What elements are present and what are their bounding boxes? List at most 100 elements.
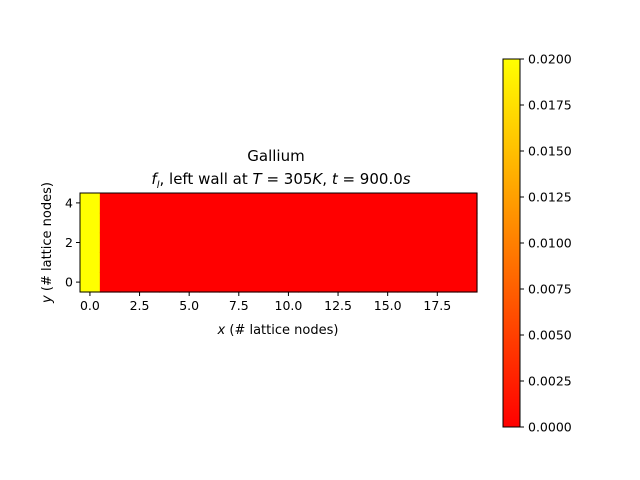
heatmap-cell: [278, 252, 299, 273]
x-tick-label: 12.5: [324, 298, 352, 313]
heatmap-cell: [318, 212, 339, 234]
heatmap-cell: [397, 252, 419, 273]
heatmap-cell: [238, 272, 260, 293]
heatmap-cell: [457, 272, 478, 293]
heatmap-cell: [80, 212, 101, 234]
heatmap-cell: [218, 232, 240, 253]
heatmap-cells: [80, 193, 478, 293]
heatmap-cell: [199, 272, 220, 293]
heatmap-cell: [417, 193, 438, 214]
heatmap-cell: [139, 252, 160, 273]
colorbar-ticks: 0.0000 0.0025 0.0050 0.0075 0.0100 0.0125 0.01…: [520, 52, 572, 435]
colorbar-tick-label: 0.0100: [528, 236, 572, 251]
heatmap-cell: [218, 193, 240, 214]
heatmap-cell: [99, 232, 121, 253]
y-tick-label: 4: [65, 195, 73, 210]
x-tick-label: 0.0: [80, 298, 100, 313]
heatmap-cell: [258, 232, 280, 253]
heatmap-cell: [318, 272, 339, 293]
heatmap-cell: [139, 232, 160, 253]
heatmap-cell: [417, 212, 438, 234]
heatmap-cell: [238, 252, 260, 273]
heatmap-cell: [298, 252, 319, 273]
heatmap-cell: [99, 252, 121, 273]
heatmap-cell: [80, 193, 101, 214]
heatmap-cell: [278, 272, 299, 293]
heatmap-cell: [298, 272, 319, 293]
x-axis-label: x (# lattice nodes): [217, 323, 339, 338]
heatmap-cell: [357, 272, 379, 293]
heatmap-cell: [80, 252, 101, 273]
heatmap-cell: [258, 252, 280, 273]
x-tick-label: 7.5: [229, 298, 249, 313]
heatmap-cell: [298, 232, 319, 253]
heatmap-cell: [99, 272, 121, 293]
heatmap-cell: [397, 212, 419, 234]
heatmap-cell: [338, 212, 359, 234]
heatmap-cell: [377, 193, 399, 214]
heatmap-cell: [159, 272, 180, 293]
heatmap-cell: [80, 272, 101, 293]
heatmap-cell: [437, 252, 458, 273]
heatmap-cell: [397, 232, 419, 253]
heatmap-cell: [357, 193, 379, 214]
heatmap-cell: [119, 252, 141, 273]
heatmap-cell: [278, 193, 299, 214]
heatmap-cell: [417, 232, 438, 253]
heatmap-cell: [457, 232, 478, 253]
heatmap-cell: [119, 212, 141, 234]
x-tick-label: 2.5: [130, 298, 150, 313]
heatmap-cell: [139, 193, 160, 214]
heatmap-cell: [417, 252, 438, 273]
heatmap-cell: [357, 252, 379, 273]
heatmap-cell: [139, 272, 160, 293]
heatmap-cell: [199, 232, 220, 253]
x-tick-label: 17.5: [423, 298, 451, 313]
heatmap-cell: [377, 212, 399, 234]
heatmap-cell: [159, 193, 180, 214]
y-axis-ticks: 0 2 4: [65, 195, 80, 290]
x-tick-label: 5.0: [179, 298, 199, 313]
heatmap-cell: [258, 272, 280, 293]
heatmap-cell: [457, 252, 478, 273]
heatmap-cell: [258, 212, 280, 234]
heatmap-cell: [318, 232, 339, 253]
heatmap-cell: [338, 252, 359, 273]
y-tick-label: 0: [65, 275, 73, 290]
heatmap-cell: [80, 232, 101, 253]
y-tick-label: 2: [65, 235, 73, 250]
heatmap-cell: [278, 212, 299, 234]
heatmap-cell: [258, 193, 280, 214]
heatmap-cell: [199, 212, 220, 234]
heatmap-cell: [99, 193, 121, 214]
colorbar-tick-label: 0.0000: [528, 420, 572, 435]
heatmap-cell: [119, 232, 141, 253]
heatmap-cell: [417, 272, 438, 293]
chart-subtitle: fl, left wall at T = 305K, t = 900.0s: [151, 170, 410, 191]
heatmap-cell: [238, 232, 260, 253]
heatmap-cell: [377, 272, 399, 293]
heatmap-cell: [318, 193, 339, 214]
heatmap-cell: [298, 212, 319, 234]
heatmap-cell: [159, 252, 180, 273]
colorbar-tick-label: 0.0025: [528, 374, 572, 389]
heatmap-cell: [357, 212, 379, 234]
heatmap-cell: [159, 212, 180, 234]
chart-title: Gallium: [247, 147, 304, 165]
heatmap-cell: [119, 272, 141, 293]
heatmap-cell: [457, 212, 478, 234]
heatmap-cell: [437, 212, 458, 234]
heatmap-cell: [218, 212, 240, 234]
heatmap-cell: [99, 212, 121, 234]
heatmap-cell: [318, 252, 339, 273]
heatmap-cell: [199, 252, 220, 273]
colorbar-tick-label: 0.0175: [528, 98, 572, 113]
x-axis-ticks: 0.0 2.5 5.0 7.5 10.0 12.5 15.0 17.5: [80, 292, 451, 313]
heatmap-cell: [338, 272, 359, 293]
colorbar-tick-label: 0.0125: [528, 190, 572, 205]
heatmap-cell: [159, 232, 180, 253]
heatmap-cell: [377, 252, 399, 273]
heatmap-cell: [397, 272, 419, 293]
x-tick-label: 15.0: [374, 298, 402, 313]
